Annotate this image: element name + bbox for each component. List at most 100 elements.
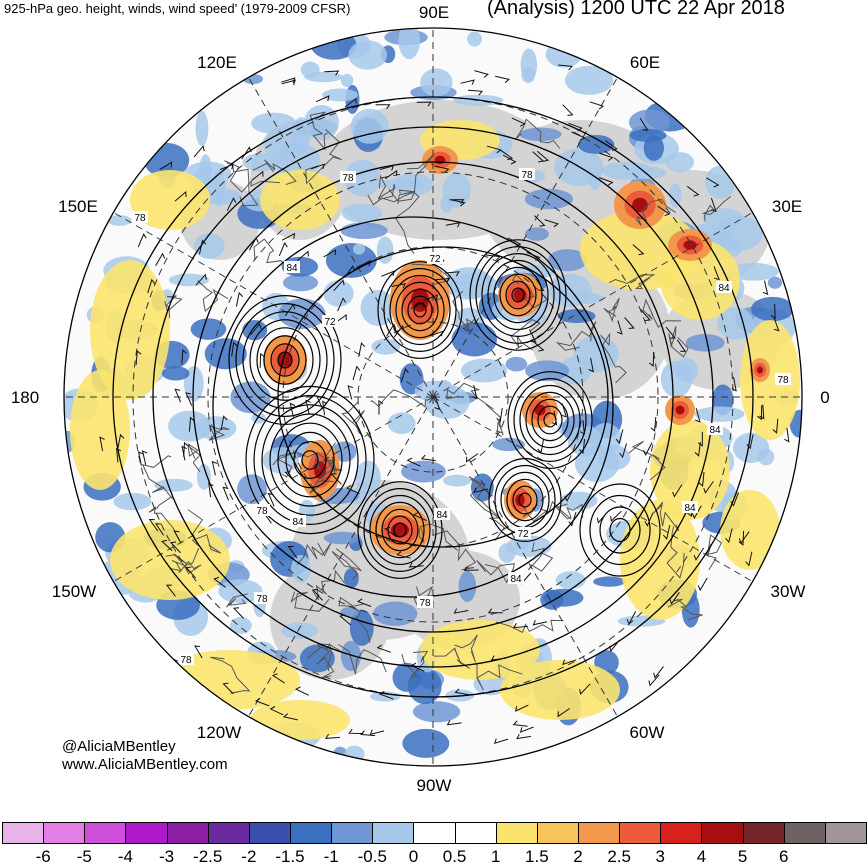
meridian-line [248, 77, 434, 398]
wind-barb [412, 511, 427, 522]
contour-label: 78 [180, 655, 192, 666]
wind-barb [648, 674, 660, 687]
colorbar-swatch [207, 822, 250, 844]
negative-anomaly-patch [467, 31, 482, 47]
height-contour [499, 273, 537, 317]
height-contour [413, 302, 427, 318]
negative-anomaly-patch [665, 152, 695, 173]
wind-barb [316, 395, 324, 410]
wind-barb [516, 733, 531, 740]
contour-label: 84 [510, 574, 522, 585]
wind-barb [512, 623, 528, 629]
height-contour [525, 391, 575, 449]
negative-anomaly-patch [323, 531, 362, 545]
wind-barb [562, 104, 574, 116]
wind-barb [759, 404, 765, 420]
wind-barb [281, 79, 297, 85]
wind-barb [296, 250, 309, 261]
negative-anomaly-patch [553, 148, 604, 186]
wind-barb [434, 395, 441, 410]
wind-barb [589, 101, 605, 110]
coastline [305, 129, 342, 185]
wind-barb [772, 418, 779, 434]
anomaly-core-inner [675, 405, 685, 415]
wind-barb [561, 403, 567, 418]
wind-barb [352, 365, 361, 381]
wind-barb [686, 185, 700, 197]
longitude-label: 0 [820, 388, 829, 407]
wind-barb [181, 349, 187, 365]
wind-barb [640, 309, 651, 321]
colorbar-swatch [290, 822, 333, 844]
wind-barb [369, 729, 385, 736]
longitude-label: 30W [771, 582, 806, 601]
wind-barb [502, 154, 517, 165]
wind-barb [528, 329, 537, 343]
negative-anomaly-patch [352, 243, 366, 255]
negative-anomaly-patch [322, 88, 358, 102]
positive-anomaly-patch [250, 700, 350, 740]
wind-barb [284, 471, 296, 483]
colorbar-tick-label: -0.5 [357, 847, 387, 866]
height-contour [375, 501, 425, 559]
wind-barb [376, 644, 392, 653]
height-contour [579, 483, 661, 577]
wind-barb [141, 450, 148, 465]
negative-anomaly-patch [458, 570, 477, 603]
wind-barb [676, 339, 687, 352]
height-contour [531, 398, 569, 442]
coastline [555, 321, 597, 351]
positive-anomaly-patch [260, 170, 340, 230]
height-contour [519, 384, 581, 456]
negative-anomaly-patch [340, 640, 362, 672]
wind-barb [551, 411, 558, 426]
negative-anomaly-patch [340, 222, 388, 239]
wind-barb [241, 146, 252, 160]
wind-barb [486, 145, 502, 154]
wind-barb [356, 598, 372, 607]
coastline [178, 547, 202, 575]
positive-anomaly-patch [720, 490, 780, 570]
wind-barb [434, 165, 450, 173]
coastline [398, 156, 433, 194]
wind-barb [694, 441, 701, 457]
negative-anomaly-patch [398, 28, 420, 60]
wind-barb [345, 485, 360, 495]
longitude-label: 120E [197, 53, 237, 72]
height-contour [609, 517, 631, 543]
wind-barb [746, 434, 754, 450]
coastline [292, 450, 336, 476]
wind-barb [188, 416, 195, 432]
contour-label: 72 [429, 254, 441, 265]
height-contour [293, 441, 327, 480]
negative-anomaly-patch [524, 188, 574, 210]
coastline [197, 280, 229, 313]
wind-barb [745, 551, 753, 567]
wind-barb [281, 77, 296, 83]
wind-barb [698, 431, 703, 447]
colorbar-tick-label: -4 [117, 847, 133, 866]
colorbar-swatch [824, 822, 867, 844]
coastline [667, 598, 703, 621]
height-contour [377, 261, 463, 359]
negative-anomaly-patch [229, 616, 252, 634]
wind-barb [379, 165, 395, 171]
wind-barb [474, 70, 489, 78]
negative-anomaly-patch [412, 701, 461, 723]
coastline [515, 118, 561, 149]
negative-anomaly-patch [340, 73, 354, 87]
wind-barb [358, 342, 366, 357]
coastline [296, 542, 332, 566]
wind-barb [557, 708, 570, 718]
wind-barb [174, 388, 182, 403]
coastline [338, 596, 371, 644]
contour-label: 84 [709, 425, 721, 436]
wind-barb [610, 510, 622, 522]
contour-label: 84 [684, 503, 696, 514]
negative-anomaly-patch [343, 567, 359, 589]
wind-barb [194, 645, 203, 659]
colorbar-swatch [413, 822, 456, 844]
contour-label-bg [284, 261, 300, 273]
wind-barb [213, 576, 226, 588]
colorbar-swatch [125, 822, 168, 844]
